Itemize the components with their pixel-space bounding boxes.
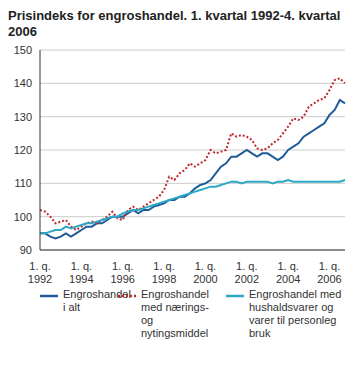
svg-text:1. q.1992: 1. q.1992 — [28, 260, 52, 284]
svg-text:100: 100 — [14, 211, 32, 223]
svg-text:1. q.2000: 1. q.2000 — [193, 260, 217, 284]
svg-text:90: 90 — [20, 244, 32, 256]
svg-text:1. q.2006: 1. q.2006 — [317, 260, 341, 284]
svg-text:1. q.1998: 1. q.1998 — [152, 260, 176, 284]
svg-text:1. q.1996: 1. q.1996 — [110, 260, 134, 284]
html-text:Prisindeks for engroshandel. 1: Prisindeks for engroshandel. 1. kvartal … — [8, 8, 341, 39]
svg-text:110: 110 — [14, 177, 32, 189]
html-text:Engroshandel med hushaldsvarer: Engroshandel med hushaldsvarer og varer … — [249, 288, 342, 339]
svg-text:1. q.2004: 1. q.2004 — [276, 260, 300, 284]
html-text:Engroshandel med nærings- og n: Engroshandel med nærings- og nytingsmidd… — [141, 288, 209, 339]
svg-text:120: 120 — [14, 144, 32, 156]
svg-text:150: 150 — [14, 44, 32, 56]
svg-text:130: 130 — [14, 111, 32, 123]
html-text:Engroshandel i alt: Engroshandel i alt — [63, 288, 131, 313]
svg-text:1. q.2002: 1. q.2002 — [235, 260, 259, 284]
svg-text:1. q.1994: 1. q.1994 — [69, 260, 93, 284]
svg-text:140: 140 — [14, 77, 32, 89]
